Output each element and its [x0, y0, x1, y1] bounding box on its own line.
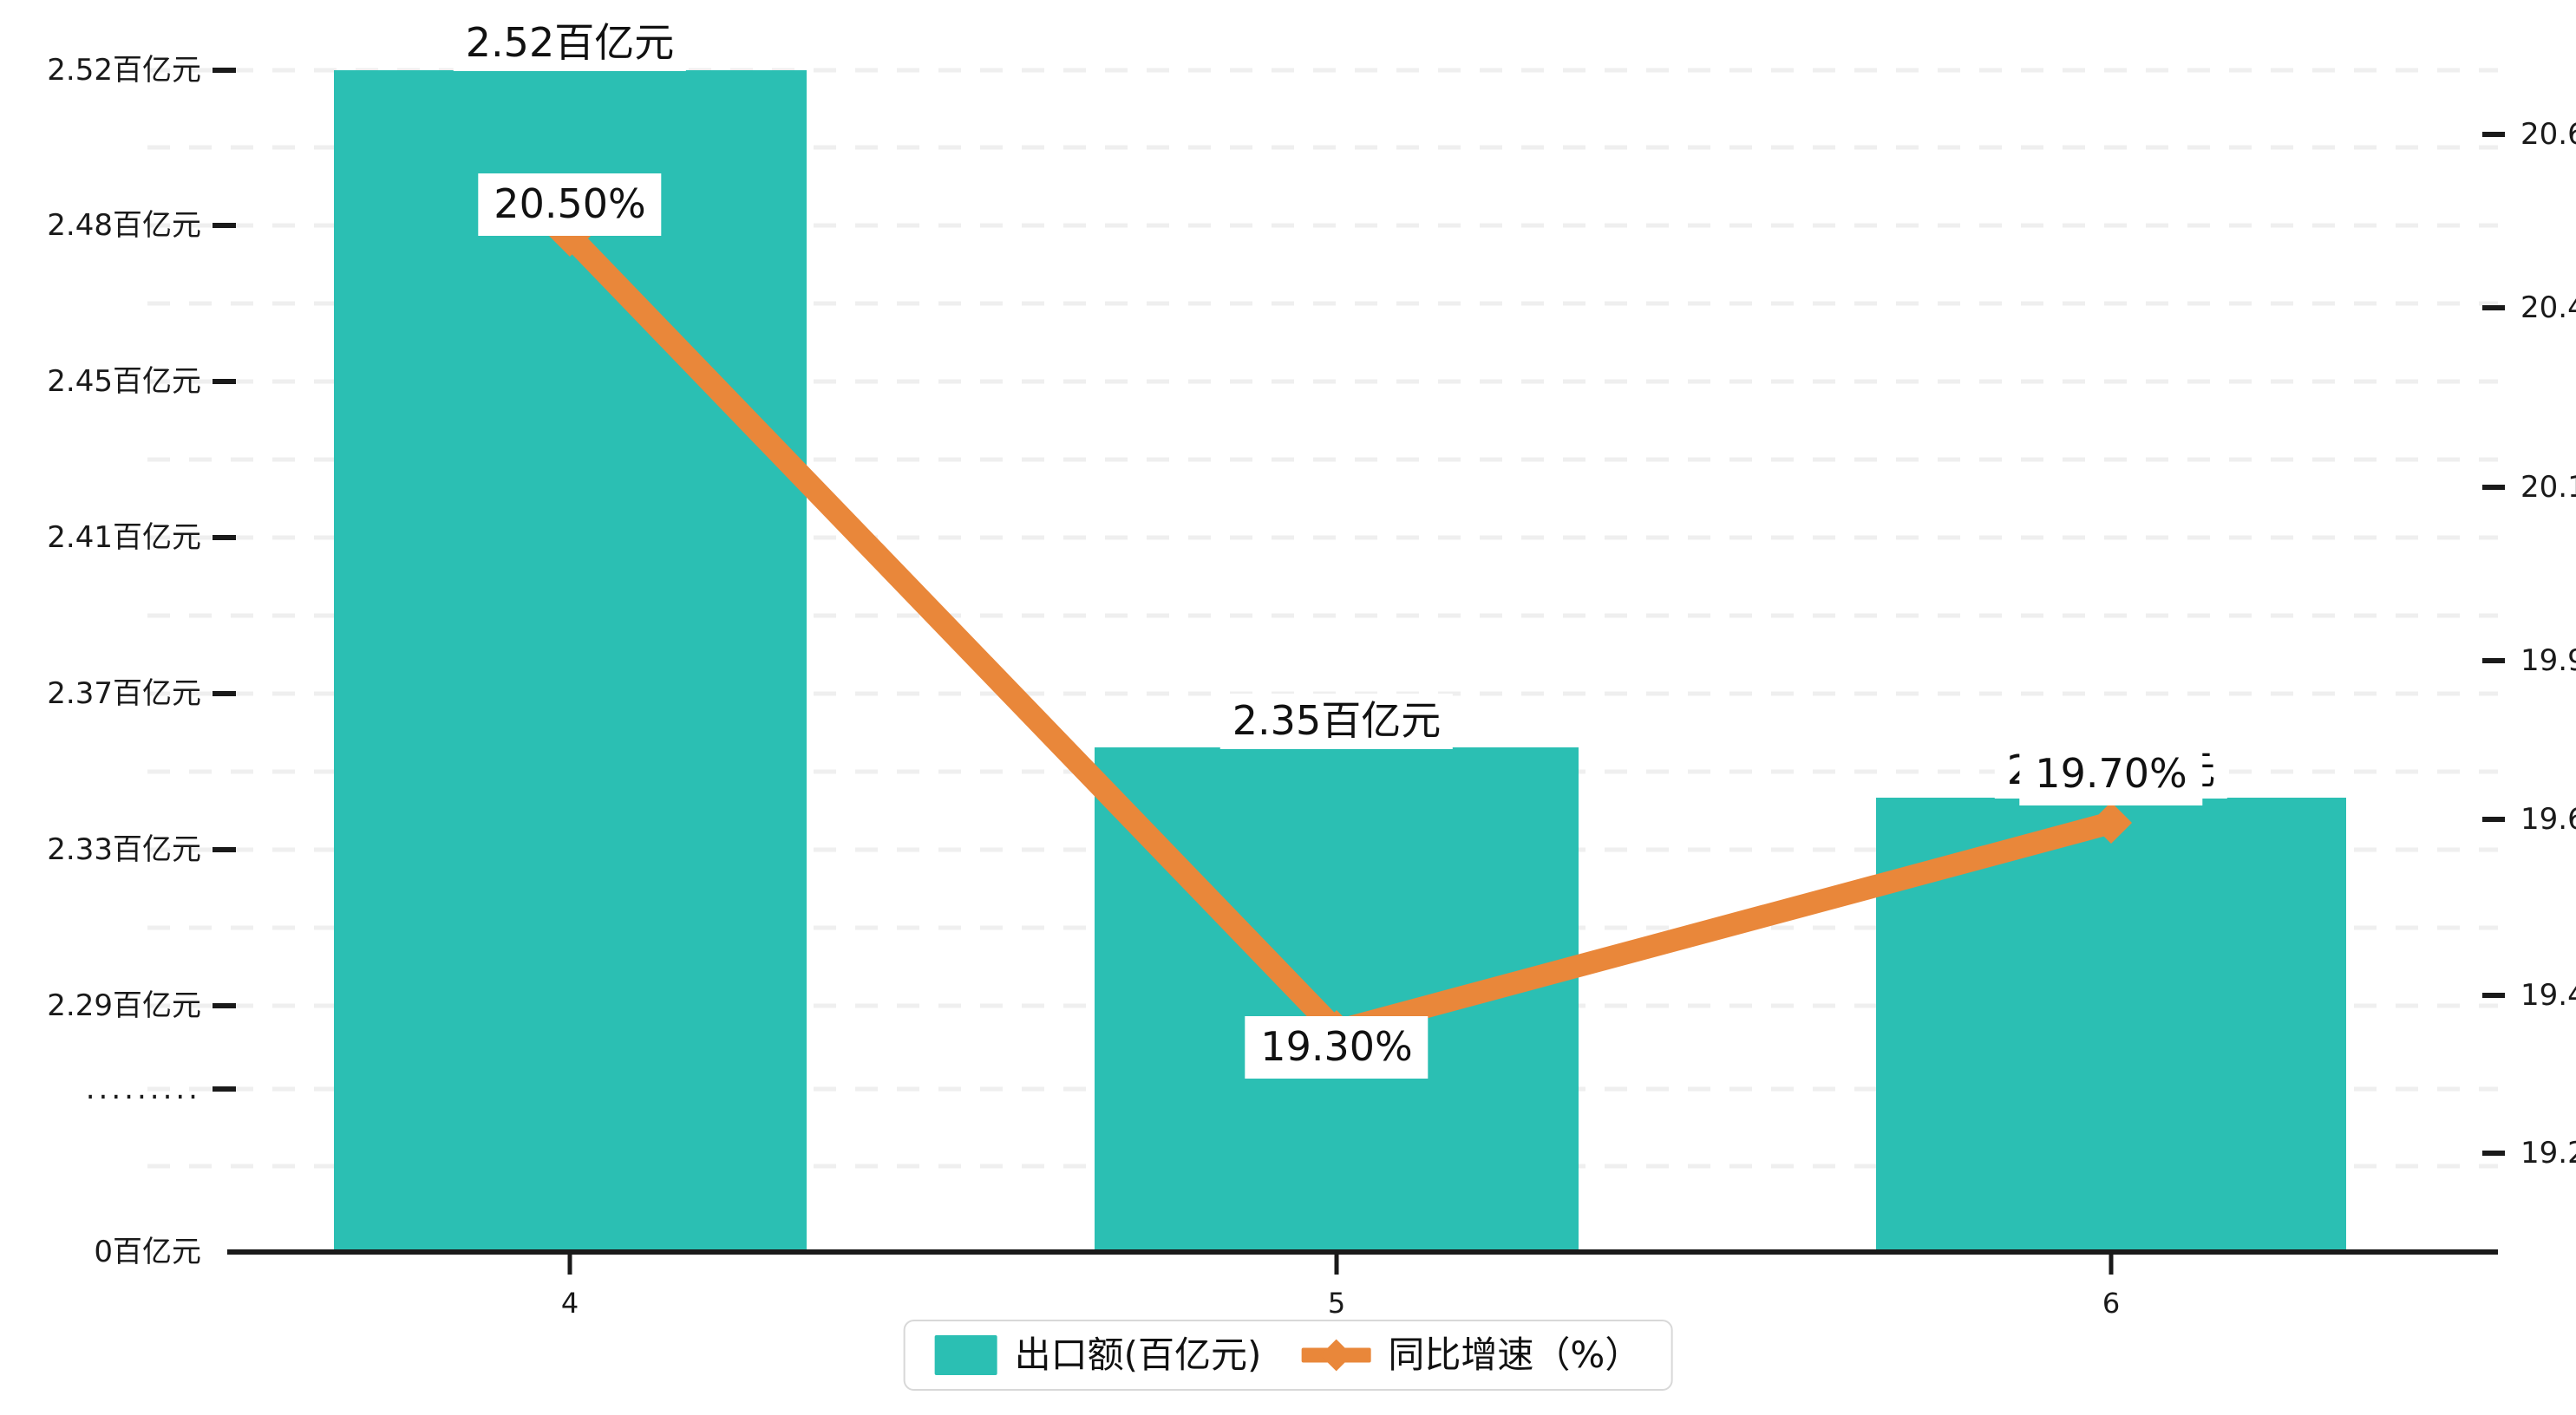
left-axis-tick-label-2: 2.45百亿元 [47, 364, 201, 399]
right-axis-tick-label-3: 19.92 [2520, 643, 2576, 678]
x-axis-tick-label-1: 5 [1327, 1287, 1346, 1320]
line-value-label-2: 19.70% [2019, 743, 2203, 805]
left-axis-tick-label-ellipsis: ......... [85, 1072, 201, 1106]
bar-value-label-0: 2.52百亿元 [453, 16, 687, 71]
line-value-label-0: 20.50% [478, 173, 662, 236]
right-axis-tick-label-2: 20.16 [2520, 470, 2576, 505]
legend-line-marker-icon [1301, 1335, 1371, 1375]
line-value-label-1: 19.30% [1245, 1016, 1429, 1079]
left-axis-tick-label-6: 2.29百亿元 [47, 988, 201, 1023]
left-axis-tick-label-zero: 0百亿元 [94, 1235, 201, 1269]
right-axis-tick-label-1: 20.40 [2520, 290, 2576, 325]
x-axis-ticks [567, 1252, 2114, 1275]
bar-2022-04 [334, 70, 807, 1252]
legend-item-yoy-growth[interactable]: 同比增速（%） [1301, 1335, 1641, 1375]
legend-label-export-value: 出口额(百亿元) [1014, 1333, 1262, 1376]
left-axis-tick-label-3: 2.41百亿元 [47, 520, 201, 555]
left-axis-tick-label-0: 2.52百亿元 [47, 53, 201, 88]
left-axis-ticks [212, 68, 236, 1092]
x-axis-tick-label-2: 6 [2102, 1287, 2121, 1320]
right-axis-ticks [2482, 132, 2505, 1156]
left-axis-tick-label-1: 2.48百亿元 [47, 208, 201, 243]
left-axis-tick-label-5: 2.33百亿元 [47, 832, 201, 867]
legend-label-yoy-growth: 同比增速（%） [1388, 1333, 1642, 1376]
bar-series-export-value [334, 70, 2346, 1252]
x-axis-tick-label-0: 4 [560, 1287, 579, 1320]
right-axis-tick-label-5: 19.44 [2520, 978, 2576, 1013]
right-axis-tick-label-6: 19.20 [2520, 1136, 2576, 1170]
bar-value-label-1: 2.35百亿元 [1219, 694, 1454, 749]
legend-bar-swatch-icon [934, 1335, 997, 1375]
legend-item-export-value[interactable]: 出口额(百亿元) [934, 1333, 1262, 1376]
right-axis-tick-label-4: 19.68 [2520, 802, 2576, 837]
left-axis-tick-label-4: 2.37百亿元 [47, 676, 201, 711]
chart-legend: 出口额(百亿元) 同比增速（%） [903, 1320, 1673, 1391]
right-axis-tick-label-0: 20.64 [2520, 117, 2576, 152]
bar-2022-05 [1095, 747, 1579, 1252]
